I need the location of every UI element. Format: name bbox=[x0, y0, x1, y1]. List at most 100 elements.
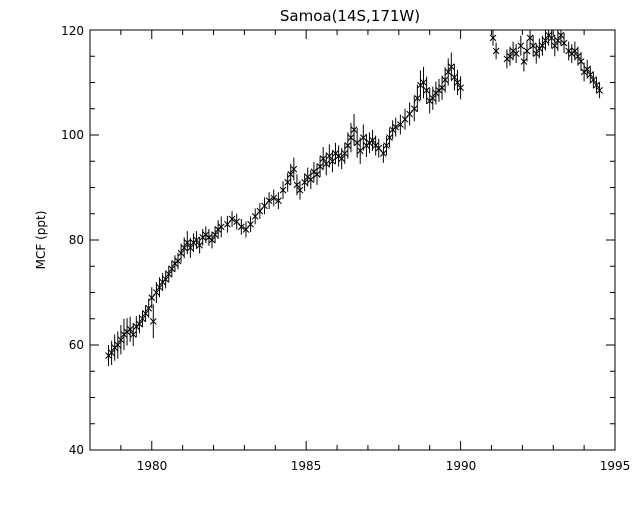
y-axis-label: MCF (ppt) bbox=[34, 211, 48, 270]
x-marker-stroke bbox=[193, 236, 200, 244]
x-marker-stroke bbox=[520, 58, 528, 65]
data-point bbox=[444, 58, 452, 86]
data-point bbox=[217, 216, 225, 238]
x-marker-stroke bbox=[577, 58, 585, 65]
data-point bbox=[290, 157, 298, 181]
x-marker-stroke bbox=[208, 236, 216, 244]
data-point bbox=[275, 192, 282, 210]
data-point bbox=[149, 304, 157, 339]
x-marker-stroke bbox=[548, 34, 556, 42]
data-point bbox=[168, 260, 176, 278]
x-marker-stroke bbox=[329, 157, 336, 165]
x-marker-stroke bbox=[129, 331, 137, 338]
x-marker-stroke bbox=[114, 341, 122, 349]
data-point bbox=[139, 310, 146, 328]
x-marker-stroke bbox=[512, 50, 520, 57]
data-point bbox=[117, 325, 125, 355]
x-marker-stroke bbox=[293, 181, 301, 189]
x-marker-stroke bbox=[142, 310, 149, 317]
x-marker-stroke bbox=[126, 325, 134, 333]
x-marker-stroke bbox=[265, 197, 273, 204]
data-point bbox=[454, 69, 461, 96]
data-point bbox=[526, 30, 534, 49]
x-marker-stroke bbox=[523, 47, 531, 55]
data-point bbox=[545, 30, 552, 46]
x-marker-stroke bbox=[438, 84, 446, 92]
data-point bbox=[129, 322, 137, 347]
data-point bbox=[517, 35, 525, 56]
data-point bbox=[532, 43, 540, 64]
x-marker-stroke bbox=[174, 257, 182, 265]
data-point bbox=[344, 132, 352, 159]
x-marker-stroke bbox=[375, 144, 383, 152]
data-point bbox=[322, 152, 330, 176]
data-point bbox=[347, 122, 355, 153]
x-marker-stroke bbox=[341, 150, 349, 157]
x-marker-stroke bbox=[593, 81, 600, 89]
data-point bbox=[228, 211, 236, 227]
x-tick-label: 1985 bbox=[291, 459, 322, 473]
x-marker-stroke bbox=[410, 105, 418, 113]
data-point bbox=[284, 172, 292, 192]
x-marker-stroke bbox=[583, 66, 591, 73]
data-point bbox=[261, 197, 268, 215]
x-marker-stroke bbox=[168, 265, 176, 273]
data-point bbox=[441, 67, 449, 93]
data-point bbox=[548, 30, 556, 49]
data-point bbox=[557, 30, 565, 46]
data-point bbox=[136, 314, 143, 334]
data-point bbox=[193, 231, 200, 249]
data-point bbox=[353, 128, 361, 158]
x-marker-stroke bbox=[423, 87, 430, 94]
data-point bbox=[208, 231, 216, 249]
chart-title: Samoa(14S,171W) bbox=[280, 7, 420, 25]
data-point bbox=[165, 265, 173, 283]
data-point bbox=[153, 282, 160, 303]
x-marker-stroke bbox=[369, 136, 376, 144]
x-marker-stroke bbox=[338, 155, 346, 162]
x-marker-stroke bbox=[228, 215, 236, 223]
data-point bbox=[162, 270, 170, 289]
data-point bbox=[438, 75, 446, 100]
x-marker-stroke bbox=[447, 63, 455, 71]
x-marker-stroke bbox=[554, 37, 562, 44]
data-point bbox=[156, 277, 163, 298]
y-tick-label: 80 bbox=[69, 233, 84, 247]
data-point bbox=[108, 340, 115, 365]
x-tick-label: 1980 bbox=[137, 459, 168, 473]
data-point bbox=[256, 203, 264, 219]
data-point bbox=[542, 30, 549, 51]
x-marker-stroke bbox=[301, 178, 308, 186]
x-marker-stroke bbox=[571, 47, 579, 55]
data-point bbox=[457, 76, 464, 100]
x-marker-stroke bbox=[444, 68, 452, 76]
data-point bbox=[551, 35, 559, 57]
data-point bbox=[392, 117, 400, 137]
x-marker-stroke bbox=[270, 194, 278, 202]
data-point bbox=[287, 163, 295, 185]
data-point bbox=[529, 35, 537, 57]
data-point bbox=[523, 40, 531, 62]
data-point bbox=[423, 76, 430, 105]
x-marker-stroke bbox=[542, 37, 549, 44]
data-point bbox=[270, 189, 278, 207]
data-point bbox=[211, 226, 219, 244]
x-marker-stroke bbox=[529, 42, 537, 50]
x-marker-stroke bbox=[420, 79, 427, 86]
data-point bbox=[506, 46, 514, 66]
data-point bbox=[596, 82, 603, 99]
x-marker-stroke bbox=[211, 231, 219, 239]
data-point bbox=[593, 76, 600, 94]
x-marker-stroke bbox=[574, 52, 582, 60]
data-point bbox=[386, 128, 393, 148]
data-point bbox=[383, 136, 390, 155]
data-point bbox=[145, 298, 153, 318]
x-marker-stroke bbox=[296, 186, 304, 194]
data-point bbox=[380, 143, 387, 163]
x-marker-stroke bbox=[217, 223, 225, 231]
x-marker-stroke bbox=[386, 134, 393, 141]
x-marker-stroke bbox=[139, 315, 146, 323]
x-marker-stroke bbox=[344, 142, 352, 149]
x-marker-stroke bbox=[392, 123, 400, 131]
